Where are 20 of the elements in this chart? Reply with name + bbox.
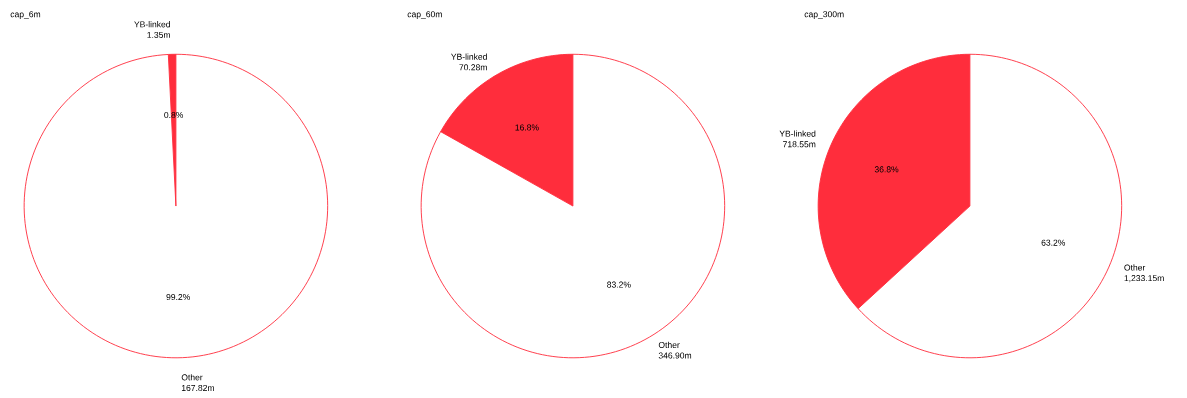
- slice-label: Other: [181, 374, 203, 381]
- text: 16.8%: [515, 124, 539, 131]
- chart-title: cap_6m: [10, 11, 41, 19]
- data-label: 346.90m: [658, 352, 692, 359]
- slice-label: YB-linked: [779, 130, 816, 137]
- text: 99.2%: [166, 294, 190, 301]
- slice-label: YB-linked: [134, 21, 170, 28]
- slice-label: Other: [658, 341, 680, 348]
- text: 36.8%: [874, 166, 899, 173]
- data-label: 718.55m: [783, 141, 816, 148]
- data-label: 167.82m: [181, 384, 214, 391]
- slice-label: Other: [1124, 264, 1146, 271]
- chart-title: cap_60m: [407, 11, 442, 19]
- data-label: 1,233.15m: [1124, 275, 1164, 283]
- text: 83.2%: [607, 281, 631, 288]
- text: 63.2%: [1041, 239, 1066, 246]
- chart-title: cap_300m: [804, 11, 844, 19]
- slice-label: YB-linked: [451, 53, 487, 60]
- data-label: 70.28m: [459, 64, 487, 71]
- data-label: 1.35m: [147, 31, 170, 38]
